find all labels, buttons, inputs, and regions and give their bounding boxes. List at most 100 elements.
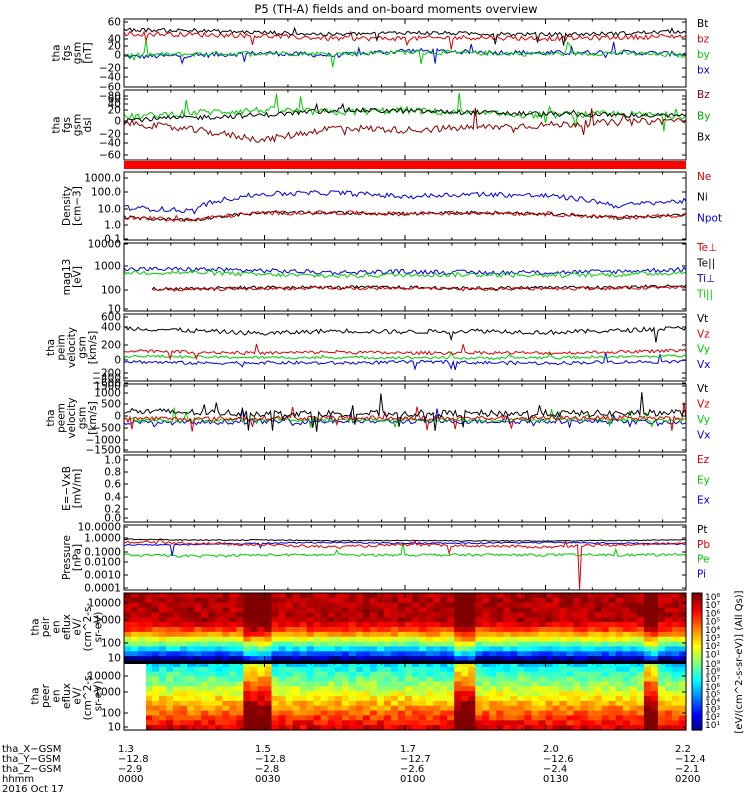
colorbar-step xyxy=(692,637,702,642)
spectrogram-cell xyxy=(405,691,413,697)
spectrogram-cell xyxy=(636,622,645,628)
spectrogram-cell xyxy=(559,646,568,652)
spectrogram-cell xyxy=(405,627,413,633)
y-axis-label-line: tha xyxy=(30,618,42,635)
spectrogram-cell xyxy=(622,627,631,633)
spectrogram-cell xyxy=(152,725,160,731)
spectrogram-cell xyxy=(629,636,638,643)
y-axis-label-line: peem xyxy=(56,403,68,433)
spectrogram-cell xyxy=(180,720,188,726)
spectrogram-cell xyxy=(285,627,294,633)
spectrogram-cell xyxy=(629,651,638,657)
spectrogram-cell xyxy=(412,666,420,673)
spectrogram-cell xyxy=(215,666,223,673)
spectrogram-cell xyxy=(419,641,427,648)
spectrogram-cell xyxy=(629,602,638,609)
spectrogram-cell xyxy=(292,656,301,662)
spectrogram-cell xyxy=(250,700,258,707)
spectrogram-cell xyxy=(306,656,315,662)
y-tick-label: 0.0 xyxy=(104,513,121,525)
spectrogram-cell xyxy=(138,627,146,633)
y-tick-label: −20 xyxy=(99,63,121,75)
spectrogram-cell xyxy=(187,651,195,657)
spectrogram-cell xyxy=(229,662,237,668)
spectrogram-cell xyxy=(405,662,413,668)
spectrogram-cell xyxy=(187,686,195,692)
spectrogram-cell xyxy=(482,710,490,717)
spectrogram-cell xyxy=(419,686,427,692)
spectrogram-cell xyxy=(545,622,554,628)
spectrogram-cell xyxy=(334,641,343,648)
spectrogram-cell xyxy=(559,671,568,678)
spectrogram-cell xyxy=(643,617,652,623)
colorbar-tick-label: 10⁵ xyxy=(705,690,720,700)
y-axis-label-line: gsm xyxy=(77,407,89,429)
spectrogram-cell xyxy=(510,617,518,623)
spectrogram-cell xyxy=(187,602,195,609)
spectrogram-cell xyxy=(327,607,336,614)
spectrogram-cell xyxy=(538,662,547,668)
spectrogram-cell xyxy=(215,700,223,707)
spectrogram-cell xyxy=(496,725,504,731)
spectrogram-cell xyxy=(538,705,547,712)
spectrogram-cell xyxy=(503,593,511,599)
y-tick-labels: 1000.0100.010.01.00.1 xyxy=(84,173,686,246)
spectrogram-cell xyxy=(552,636,561,643)
spectrogram-cell xyxy=(538,622,547,628)
spectrogram-cell xyxy=(524,631,532,638)
spectrogram-cell xyxy=(201,631,209,638)
spectrogram-cell xyxy=(180,597,188,604)
colorbar-step xyxy=(692,716,702,721)
spectrogram-cell xyxy=(369,696,378,702)
spectrogram-cell xyxy=(496,691,504,697)
spectrogram-cell xyxy=(503,671,511,678)
spectrogram-cell xyxy=(390,681,399,687)
spectrogram-cell xyxy=(355,631,364,638)
spectrogram-cell xyxy=(489,686,497,692)
spectrogram-cell xyxy=(573,696,582,702)
spectrogram-cell xyxy=(440,646,448,652)
spectrogram-cell xyxy=(517,607,525,614)
spectrogram-cell xyxy=(208,627,216,633)
spectrogram-cell xyxy=(320,607,329,614)
spectrogram-cell xyxy=(566,593,575,599)
spectrogram-cell xyxy=(608,715,617,721)
spectrogram-cell xyxy=(517,646,525,652)
spectrogram-cell xyxy=(208,656,216,662)
spectrogram-cell xyxy=(166,676,174,683)
spectrogram-cell xyxy=(131,627,139,633)
spectrogram-cell xyxy=(489,671,497,678)
spectrogram-cell xyxy=(152,715,160,721)
spectrogram-cell xyxy=(390,607,399,614)
spectrogram-cell xyxy=(587,725,596,731)
legend-entry: Vt xyxy=(697,383,708,395)
spectrogram-cell xyxy=(264,622,273,628)
spectrogram-cell xyxy=(629,691,638,697)
spectrogram-cell xyxy=(376,691,385,697)
spectrogram-cell xyxy=(672,686,680,692)
spectrogram-cell xyxy=(229,646,237,652)
spectrogram-cell xyxy=(405,636,413,643)
spectrogram-cell xyxy=(461,725,469,731)
spectrogram-cell xyxy=(145,725,153,731)
spectrogram-cell xyxy=(433,671,441,678)
spectrogram-cell xyxy=(672,646,680,652)
spectrogram-cell xyxy=(229,691,237,697)
y-tick-label: 1.0 xyxy=(104,220,121,232)
spectrogram-cell xyxy=(454,656,462,662)
spectrogram-cell xyxy=(313,612,322,618)
spectrogram-cell xyxy=(433,627,441,633)
series-line-bz xyxy=(123,30,687,50)
spectrogram-cell xyxy=(433,666,441,673)
spectrogram-cell xyxy=(299,700,308,707)
x-ticks xyxy=(123,19,687,87)
spectrogram-cell xyxy=(341,725,350,731)
spectrogram-cell xyxy=(369,662,378,668)
spectrogram-cell xyxy=(538,641,547,648)
spectrogram-cell xyxy=(306,646,315,652)
spectrogram-cell xyxy=(327,662,336,668)
spectrogram-cell xyxy=(566,691,575,697)
spectrogram-cell xyxy=(320,681,329,687)
spectrogram-cell xyxy=(173,686,181,692)
spectrogram-cell xyxy=(433,710,441,717)
